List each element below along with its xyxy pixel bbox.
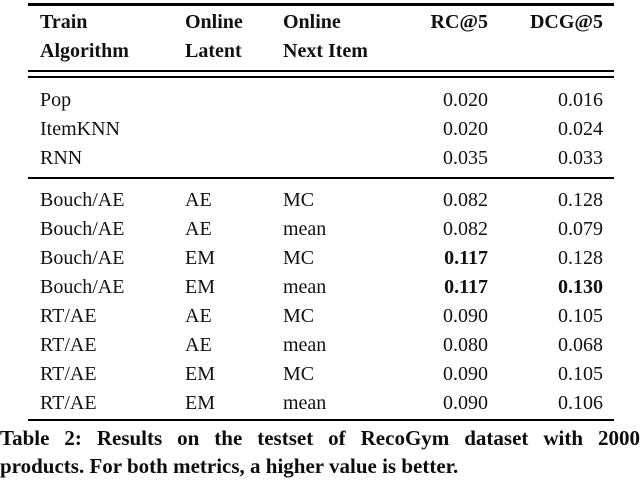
cell-train-algorithm: RNN — [40, 147, 83, 169]
cell-train-algorithm: RT/AE — [40, 391, 97, 414]
cell-rc5: 0.020 — [443, 118, 488, 140]
column-header-rc5: RC@5 — [430, 11, 489, 33]
column-header-dcg5: DCG@5 — [529, 11, 603, 33]
model-rows-group: Bouch/AE AE MC 0.082 0.128 Bouch/AE AE m… — [28, 179, 614, 418]
cell-dcg5: 0.024 — [558, 118, 603, 140]
table-caption-line1: Table 2: Results on the testset of RecoG… — [0, 426, 640, 450]
cell-dcg5: 0.130 — [558, 275, 603, 298]
cell-train-algorithm: ItemKNN — [40, 118, 120, 140]
cell-online-latent: EM — [185, 391, 215, 414]
cell-rc5: 0.082 — [443, 217, 488, 240]
cell-online-latent: AE — [185, 188, 212, 211]
baseline-rows-group: Pop 0.020 0.016 ItemKNN 0.020 0.024 RNN … — [28, 78, 614, 173]
cell-online-latent — [185, 86, 283, 115]
cell-online-next-item — [283, 115, 383, 144]
header-row-line2: Algorithm Latent Next Item — [28, 37, 614, 66]
column-header-online-latent: Online — [185, 11, 243, 33]
header-row-line1: Train Online Online RC@5 DCG@5 — [28, 8, 614, 37]
cell-online-latent: EM — [185, 362, 215, 385]
table-row: RT/AE EM mean 0.090 0.106 — [28, 389, 614, 418]
table-bottom-rule — [28, 418, 614, 421]
cell-online-next-item — [283, 86, 383, 115]
cell-online-next-item: mean — [283, 275, 327, 298]
cell-online-latent — [185, 115, 283, 144]
cell-online-next-item: MC — [283, 304, 315, 327]
column-header-online-next-item: Online — [283, 11, 341, 33]
cell-dcg5: 0.128 — [558, 188, 603, 211]
cell-train-algorithm: Bouch/AE — [40, 188, 125, 211]
cell-online-next-item — [283, 144, 383, 173]
cell-train-algorithm: RT/AE — [40, 333, 97, 356]
table-header: Train Online Online RC@5 DCG@5 Algorithm… — [28, 6, 614, 70]
cell-online-latent: AE — [185, 333, 212, 356]
cell-online-latent: EM — [185, 246, 215, 269]
cell-rc5: 0.035 — [443, 147, 488, 169]
cell-online-next-item: mean — [283, 217, 327, 240]
table-row: ItemKNN 0.020 0.024 — [28, 115, 614, 144]
cell-rc5: 0.117 — [444, 246, 488, 269]
cell-train-algorithm: Pop — [40, 89, 72, 111]
table-row: RNN 0.035 0.033 — [28, 144, 614, 173]
cell-online-next-item: mean — [283, 333, 327, 356]
cell-dcg5: 0.033 — [558, 147, 603, 169]
cell-dcg5: 0.106 — [558, 391, 603, 414]
cell-online-latent: AE — [185, 217, 212, 240]
table-row: Bouch/AE AE mean 0.082 0.079 — [28, 215, 614, 244]
cell-online-next-item: MC — [283, 188, 315, 211]
cell-dcg5: 0.016 — [558, 89, 603, 111]
cell-rc5: 0.082 — [443, 188, 488, 211]
table-row: RT/AE AE MC 0.090 0.105 — [28, 302, 614, 331]
cell-train-algorithm: Bouch/AE — [40, 275, 125, 298]
cell-rc5: 0.020 — [443, 89, 488, 111]
group-separator-rule — [28, 177, 614, 179]
cell-dcg5: 0.079 — [558, 217, 603, 240]
cell-train-algorithm: RT/AE — [40, 304, 97, 327]
cell-rc5: 0.090 — [443, 362, 488, 385]
table-row: RT/AE AE mean 0.080 0.068 — [28, 331, 614, 360]
cell-dcg5: 0.128 — [558, 246, 603, 269]
column-header-train-algorithm: Train — [40, 11, 88, 33]
cell-dcg5: 0.105 — [558, 304, 603, 327]
cell-online-latent: AE — [185, 304, 212, 327]
table-row: Bouch/AE EM mean 0.117 0.130 — [28, 273, 614, 302]
column-header-dcg5-line2 — [488, 37, 603, 66]
column-header-rc5-line2 — [383, 37, 488, 66]
cell-online-next-item: mean — [283, 391, 327, 414]
cell-online-next-item: MC — [283, 362, 315, 385]
cell-rc5: 0.090 — [443, 304, 488, 327]
table-caption-line2: products. For both metrics, a higher val… — [0, 454, 459, 478]
table-row: Pop 0.020 0.016 — [28, 86, 614, 115]
column-header-train-algorithm-line2: Algorithm — [40, 40, 129, 62]
cell-dcg5: 0.105 — [558, 362, 603, 385]
column-header-online-next-item-line2: Next Item — [283, 40, 368, 62]
cell-dcg5: 0.068 — [558, 333, 603, 356]
results-table: Train Online Online RC@5 DCG@5 Algorithm… — [28, 3, 614, 421]
table-caption: Table 2: Results on the testset of RecoG… — [0, 424, 640, 480]
cell-online-latent — [185, 144, 283, 173]
header-separator-rule — [28, 70, 614, 78]
cell-train-algorithm: RT/AE — [40, 362, 97, 385]
cell-online-latent: EM — [185, 275, 215, 298]
table-row: Bouch/AE EM MC 0.117 0.128 — [28, 244, 614, 273]
column-header-online-latent-line2: Latent — [185, 40, 242, 62]
table-top-rule — [28, 3, 614, 6]
table-row: Bouch/AE AE MC 0.082 0.128 — [28, 186, 614, 215]
cell-train-algorithm: Bouch/AE — [40, 217, 125, 240]
cell-rc5: 0.080 — [443, 333, 488, 356]
table-row: RT/AE EM MC 0.090 0.105 — [28, 360, 614, 389]
cell-rc5: 0.117 — [444, 275, 488, 298]
cell-online-next-item: MC — [283, 246, 315, 269]
cell-train-algorithm: Bouch/AE — [40, 246, 125, 269]
cell-rc5: 0.090 — [443, 391, 488, 414]
